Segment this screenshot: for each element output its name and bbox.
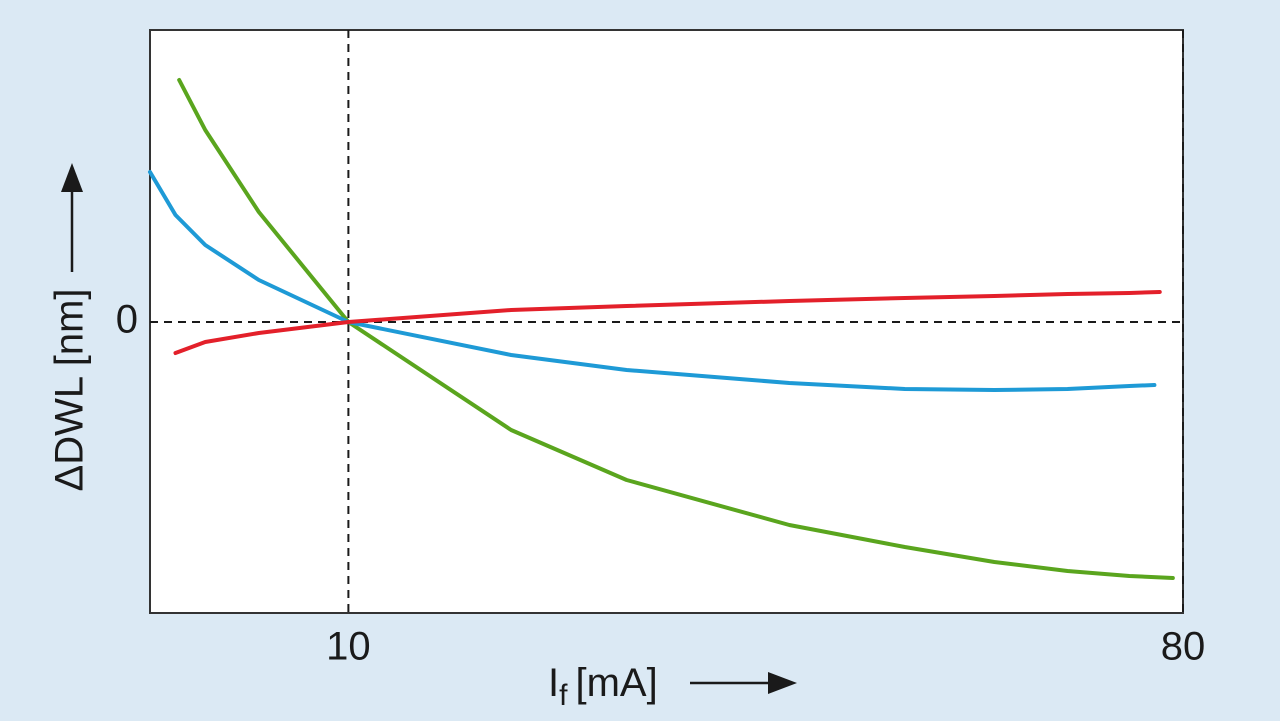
x-label-subscript: f xyxy=(559,679,568,712)
series-line xyxy=(177,78,1175,580)
y-axis-arrowhead xyxy=(61,163,83,192)
y-tick-label: 0 xyxy=(116,298,138,342)
x-label-symbol: I xyxy=(548,661,559,705)
y-axis-label: ΔDWL [nm] xyxy=(48,288,92,491)
x-axis-arrowhead xyxy=(768,672,797,694)
x-axis-label: If [mA] xyxy=(548,661,658,712)
x-tick-label: 80 xyxy=(1161,625,1206,669)
x-label-unit: [mA] xyxy=(575,661,657,705)
series-line xyxy=(173,290,1162,355)
x-tick-label: 10 xyxy=(326,625,371,669)
series-line xyxy=(148,170,1157,392)
